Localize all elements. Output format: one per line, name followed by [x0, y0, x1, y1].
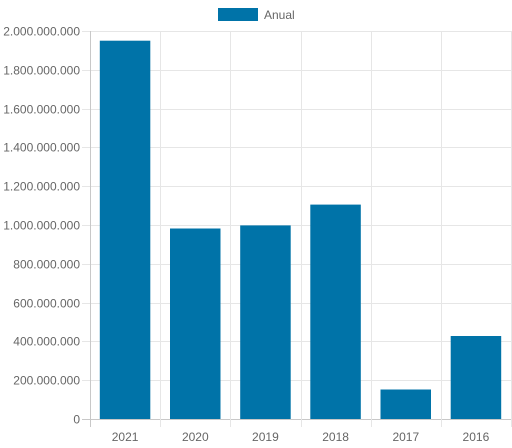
bar-2021[interactable] [99, 40, 151, 419]
legend-swatch-anual[interactable] [218, 8, 258, 21]
legend-label-anual[interactable]: Anual [264, 8, 295, 22]
y-tick-label: 1.600.000.000 [3, 103, 80, 117]
y-tick-label: 2.000.000.000 [3, 25, 80, 39]
y-tick-label: 0 [73, 413, 80, 427]
bars [99, 40, 502, 420]
y-tick-label: 1.200.000.000 [3, 180, 80, 194]
bar-2016[interactable] [450, 336, 502, 419]
bar-2018[interactable] [310, 204, 361, 419]
x-tick-label: 2018 [322, 430, 349, 444]
y-tick-label: 400.000.000 [13, 335, 80, 349]
x-tick-label: 2016 [463, 430, 490, 444]
x-tick-label: 2017 [392, 430, 419, 444]
y-tick-label: 1.400.000.000 [3, 141, 80, 155]
bar-2020[interactable] [170, 228, 221, 420]
x-tick-label: 2021 [112, 430, 139, 444]
bar-2019[interactable] [240, 225, 291, 419]
legend[interactable]: Anual [218, 8, 295, 22]
y-tick-label: 1.800.000.000 [3, 64, 80, 78]
x-tick-label: 2019 [252, 430, 279, 444]
x-tick-label: 2020 [182, 430, 209, 444]
y-tick-label: 600.000.000 [13, 297, 80, 311]
bar-2017[interactable] [380, 389, 432, 420]
y-tick-label: 800.000.000 [13, 258, 80, 272]
y-tick-label: 1.000.000.000 [3, 219, 80, 233]
y-tick-label: 200.000.000 [13, 374, 80, 388]
axes: 0 200.000.000 400.000.000 600.000.000 800.00… [3, 25, 489, 445]
